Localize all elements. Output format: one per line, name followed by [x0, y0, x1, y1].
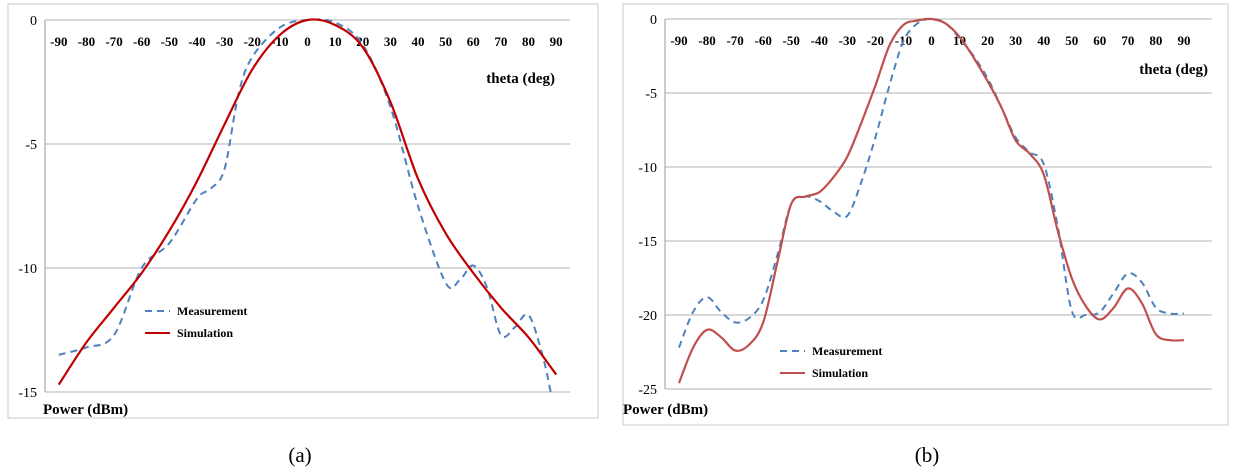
- y-tick-label: -20: [638, 309, 657, 324]
- legend-label-simulation: Simulation: [177, 326, 233, 340]
- x-tick-label: 90: [550, 34, 563, 49]
- x-tick-label: 0: [928, 33, 935, 48]
- x-tick-label: 30: [1009, 33, 1022, 48]
- x-tick-label: 0: [304, 34, 311, 49]
- legend-label-measurement: Measurement: [812, 344, 882, 358]
- x-tick-label: -90: [50, 34, 67, 49]
- x-tick-label: -60: [755, 33, 772, 48]
- x-tick-label: 70: [1121, 33, 1134, 48]
- x-tick-label: 10: [329, 34, 342, 49]
- x-tick-label: 90: [1177, 33, 1190, 48]
- y-tick-label: -25: [638, 383, 657, 398]
- chart-b: 0-5-10-15-20-25-90 -80 -70 -60 -50 -40 -30 -20-…: [622, 3, 1229, 467]
- series-line-measurement: [678, 17, 1184, 348]
- x-tick-label: 80: [522, 34, 535, 49]
- y-tick-label: -10: [18, 262, 37, 277]
- chart-frame: [7, 3, 599, 419]
- x-tick-label: -90: [670, 33, 687, 48]
- x-axis-label: theta (deg): [486, 71, 555, 87]
- x-tick-label: 20: [981, 33, 994, 48]
- chart-frame: [622, 3, 1229, 426]
- x-tick-label: -70: [726, 33, 743, 48]
- x-tick-label: 40: [1037, 33, 1050, 48]
- x-tick-label: -60: [133, 34, 150, 49]
- x-tick-label: -20: [244, 34, 261, 49]
- y-tick-label: 0: [650, 13, 657, 28]
- y-tick-label: -15: [638, 235, 657, 250]
- x-axis-label: theta (deg): [1139, 62, 1208, 78]
- y-axis-label: Power (dBm): [43, 402, 128, 418]
- legend-label-simulation: Simulation: [812, 366, 868, 380]
- series-line-measurement: [58, 18, 552, 393]
- x-tick-label: -20: [867, 33, 884, 48]
- figure-caption: (a): [288, 443, 311, 467]
- y-tick-label: -10: [638, 161, 657, 176]
- y-tick-label: -5: [645, 87, 657, 102]
- x-tick-label: -80: [698, 33, 715, 48]
- x-tick-label: 10: [953, 33, 966, 48]
- x-tick-label: -80: [78, 34, 95, 49]
- x-tick-label: 30: [384, 34, 397, 49]
- x-tick-label: 40: [412, 34, 425, 49]
- chart-a: 0-5-10-15-90 -80 -70 -60 -50 -40 -30 -20 -10 0 10 2…: [7, 3, 599, 467]
- y-tick-label: -5: [25, 138, 37, 153]
- x-tick-label: -50: [161, 34, 178, 49]
- x-tick-label: 20: [356, 34, 369, 49]
- y-tick-label: -15: [18, 386, 37, 401]
- series-line-simulation: [57, 18, 558, 386]
- figure-caption: (b): [915, 443, 940, 467]
- x-tick-label: -70: [105, 34, 122, 49]
- x-tick-label: 50: [1065, 33, 1078, 48]
- series-line-simulation: [677, 17, 1184, 384]
- y-tick-label: 0: [30, 14, 37, 29]
- x-tick-label: 60: [1093, 33, 1106, 48]
- x-tick-label: 50: [439, 34, 452, 49]
- x-tick-label: -40: [811, 33, 828, 48]
- x-tick-label: -30: [216, 34, 233, 49]
- x-tick-label: -50: [783, 33, 800, 48]
- y-axis-label: Power (dBm): [623, 402, 708, 418]
- x-tick-label: -30: [839, 33, 856, 48]
- legend-label-measurement: Measurement: [177, 304, 247, 318]
- x-tick-label: -40: [188, 34, 205, 49]
- x-tick-label: 60: [467, 34, 480, 49]
- x-tick-label: 70: [494, 34, 507, 49]
- x-tick-label: 80: [1149, 33, 1162, 48]
